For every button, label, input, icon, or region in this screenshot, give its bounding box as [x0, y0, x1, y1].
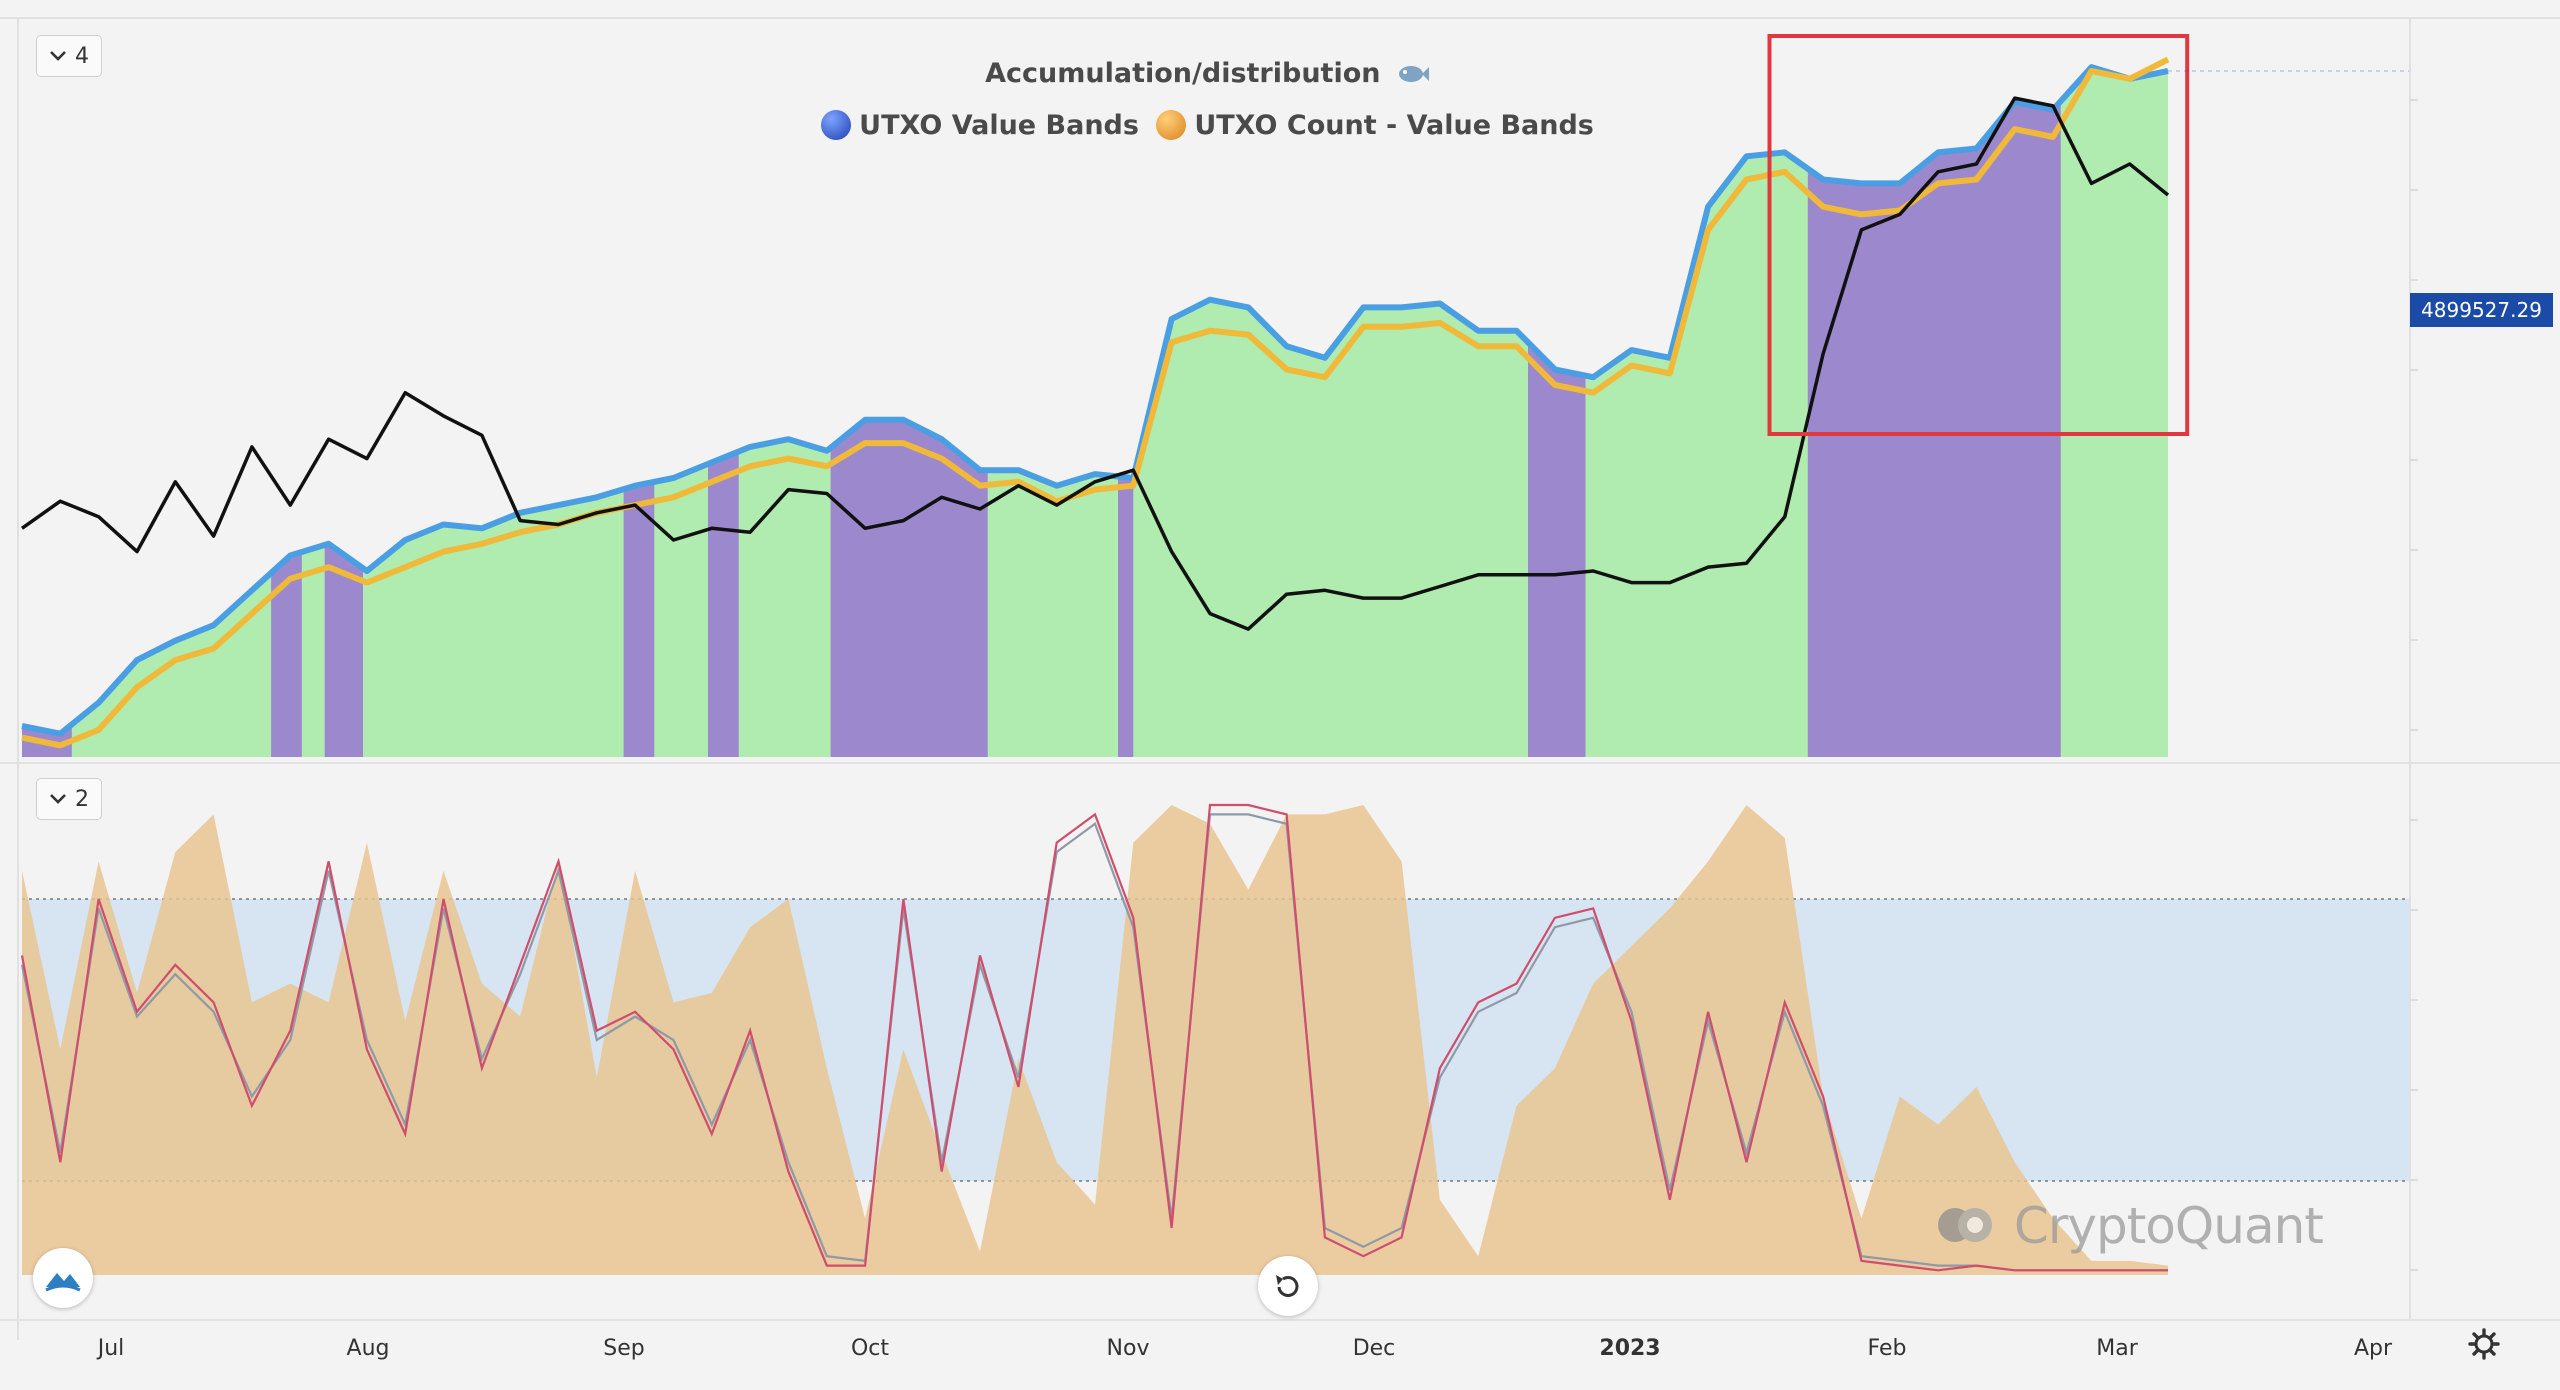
legend-value-bands[interactable]: UTXO Value Bands [859, 110, 1139, 141]
oscillator-pane-collapse-button[interactable]: 2 [36, 778, 102, 820]
main-pane-count: 4 [75, 43, 89, 69]
x-tick-label: Jul [97, 1336, 125, 1361]
value-bands-dot [821, 110, 852, 140]
legend: UTXO Value Bands UTXO Count - Value Band… [0, 110, 2415, 141]
axes [0, 17, 2560, 1340]
legend-count-bands[interactable]: UTXO Count - Value Bands [1194, 110, 1594, 141]
slow-line[interactable] [20, 813, 2168, 1272]
chevron-down-icon [50, 794, 66, 804]
chart-title-text: Accumulation/distribution [985, 58, 1381, 89]
oscillator-area[interactable] [22, 805, 2168, 1275]
chart-logo-button[interactable] [33, 1248, 93, 1308]
accumulation-area [22, 67, 2168, 758]
count-bands-dot [1156, 110, 1187, 140]
oscillator-pane-count: 2 [75, 786, 89, 812]
reset-icon [1276, 1275, 1299, 1297]
highlight-box [1767, 34, 2190, 436]
reset-zoom-button[interactable] [1258, 1256, 1318, 1316]
x-tick-label: Nov [1106, 1336, 1150, 1361]
x-tick-label: Dec [1352, 1336, 1396, 1361]
fast-line[interactable] [20, 803, 2168, 1272]
watermark-text: CryptoQuant [2013, 1197, 2324, 1255]
x-tick-label: Oct [850, 1336, 890, 1361]
count-bands-line[interactable] [21, 56, 2170, 749]
value-bands-line[interactable] [21, 64, 2169, 737]
last-value-label: 4899527.29 [2410, 293, 2553, 327]
logo-icon [45, 1273, 81, 1292]
watermark: CryptoQuant [1935, 1197, 2324, 1255]
x-tick-label: Aug [346, 1336, 390, 1361]
main-pane-collapse-button[interactable]: 4 [36, 35, 102, 77]
gear-icon [2468, 1328, 2500, 1360]
x-tick-label: Sep [603, 1336, 645, 1361]
fish-icon [1398, 66, 1429, 82]
x-tick-label: 2023 [1599, 1336, 1661, 1361]
x-tick-label: Mar [2096, 1336, 2138, 1361]
x-tick-label: Apr [2353, 1336, 2393, 1361]
settings-button[interactable] [2464, 1324, 2504, 1364]
oscillator-pane[interactable] [20, 803, 2410, 1275]
chevron-down-icon [50, 51, 66, 61]
x-tick-label: Feb [1867, 1336, 1907, 1361]
cryptoquant-logo-icon [1938, 1208, 1992, 1242]
chart-title: Accumulation/distribution [0, 58, 2415, 89]
price-line[interactable] [20, 96, 2170, 631]
